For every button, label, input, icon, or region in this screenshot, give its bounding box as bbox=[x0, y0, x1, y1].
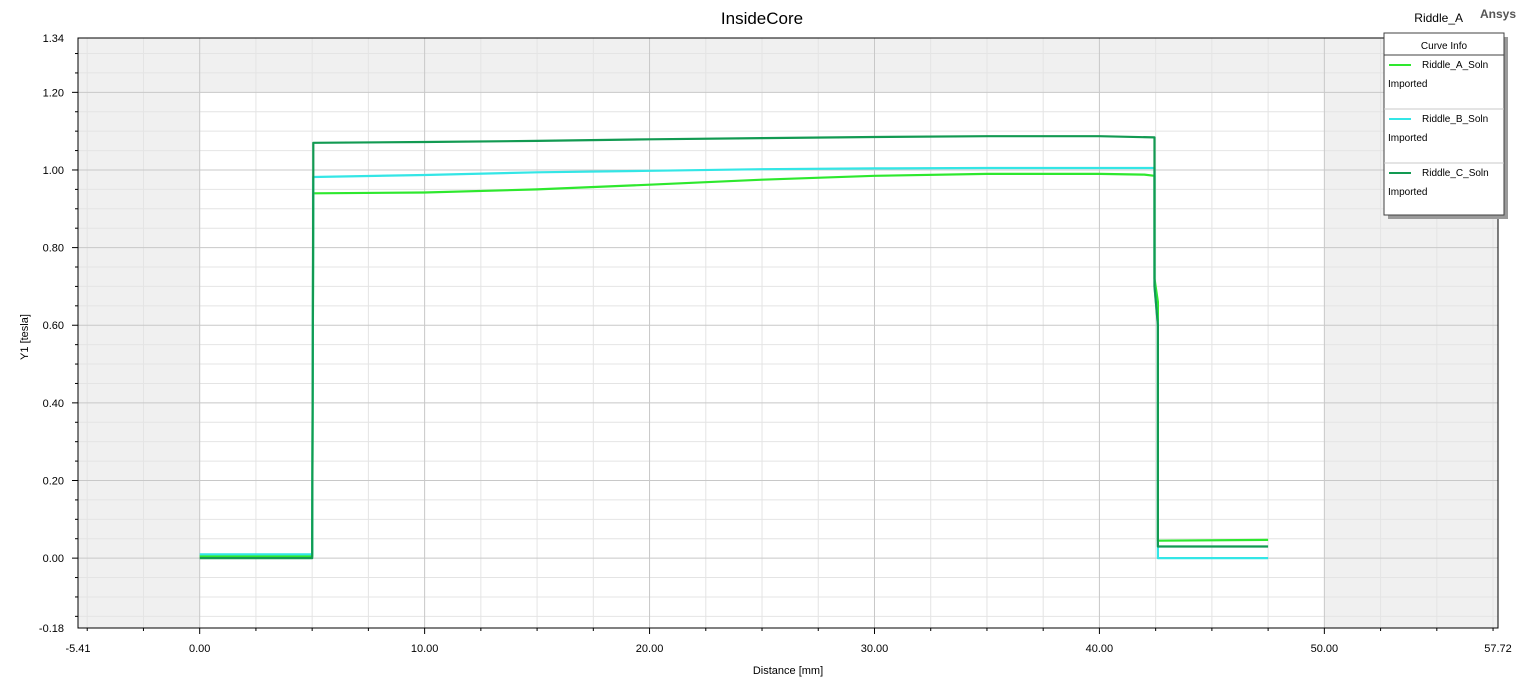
y-tick-label: 0.40 bbox=[43, 398, 64, 410]
y-tick-label: 1.34 bbox=[43, 33, 64, 45]
minor-grid bbox=[78, 38, 1498, 628]
y-tick-label: 0.00 bbox=[43, 553, 64, 565]
y-tick-label: 0.20 bbox=[43, 476, 64, 488]
x-tick-label: 57.72 bbox=[1484, 643, 1512, 655]
legend-items: Riddle_A_Soln Imported Riddle_B_Soln Import… bbox=[1384, 60, 1504, 198]
legend-title: Curve Info bbox=[1421, 41, 1468, 52]
y-tick-labels: -0.18 0.00 0.20 0.40 0.60 0.80 1.00 1.20 1.34 bbox=[39, 33, 64, 635]
legend-series-source: Imported bbox=[1388, 187, 1427, 198]
y-axis-label: Y1 [tesla] bbox=[19, 314, 31, 360]
x-tick-label: 0.00 bbox=[189, 643, 210, 655]
x-tick-labels: -5.41 0.00 10.00 20.00 30.00 40.00 50.00 57.72 bbox=[65, 643, 1511, 655]
axis-ticks bbox=[72, 53, 1494, 634]
series-layer bbox=[199, 135, 1269, 560]
plot-background bbox=[78, 38, 1498, 628]
x-tick-label: 20.00 bbox=[636, 643, 664, 655]
x-tick-label: 30.00 bbox=[861, 643, 889, 655]
legend-series-source: Imported bbox=[1388, 133, 1427, 144]
x-tick-label: 10.00 bbox=[411, 643, 439, 655]
y-tick-label: -0.18 bbox=[39, 623, 64, 635]
legend[interactable]: Curve Info Riddle_A_Soln Imported Riddle_B… bbox=[1383, 32, 1508, 219]
x-tick-label: 40.00 bbox=[1086, 643, 1114, 655]
y-tick-label: 1.20 bbox=[43, 87, 64, 99]
y-tick-label: 1.00 bbox=[43, 165, 64, 177]
legend-series-source: Imported bbox=[1388, 79, 1427, 90]
chart-title: InsideCore bbox=[721, 9, 803, 28]
design-name-label: Riddle_A bbox=[1414, 11, 1463, 25]
legend-series-name: Riddle_B_Soln bbox=[1422, 114, 1488, 125]
x-tick-label: 50.00 bbox=[1311, 643, 1339, 655]
plot-frame bbox=[77, 37, 1499, 629]
series-line-riddle-c-soln bbox=[199, 135, 1269, 560]
x-tick-label: -5.41 bbox=[65, 643, 90, 655]
x-axis-label: Distance [mm] bbox=[753, 665, 823, 677]
legend-series-name: Riddle_A_Soln bbox=[1422, 60, 1488, 71]
y-tick-label: 0.80 bbox=[43, 243, 64, 255]
y-tick-label: 0.60 bbox=[43, 320, 64, 332]
brand-label: Ansys bbox=[1480, 7, 1516, 21]
legend-series-name: Riddle_C_Soln bbox=[1422, 168, 1489, 179]
